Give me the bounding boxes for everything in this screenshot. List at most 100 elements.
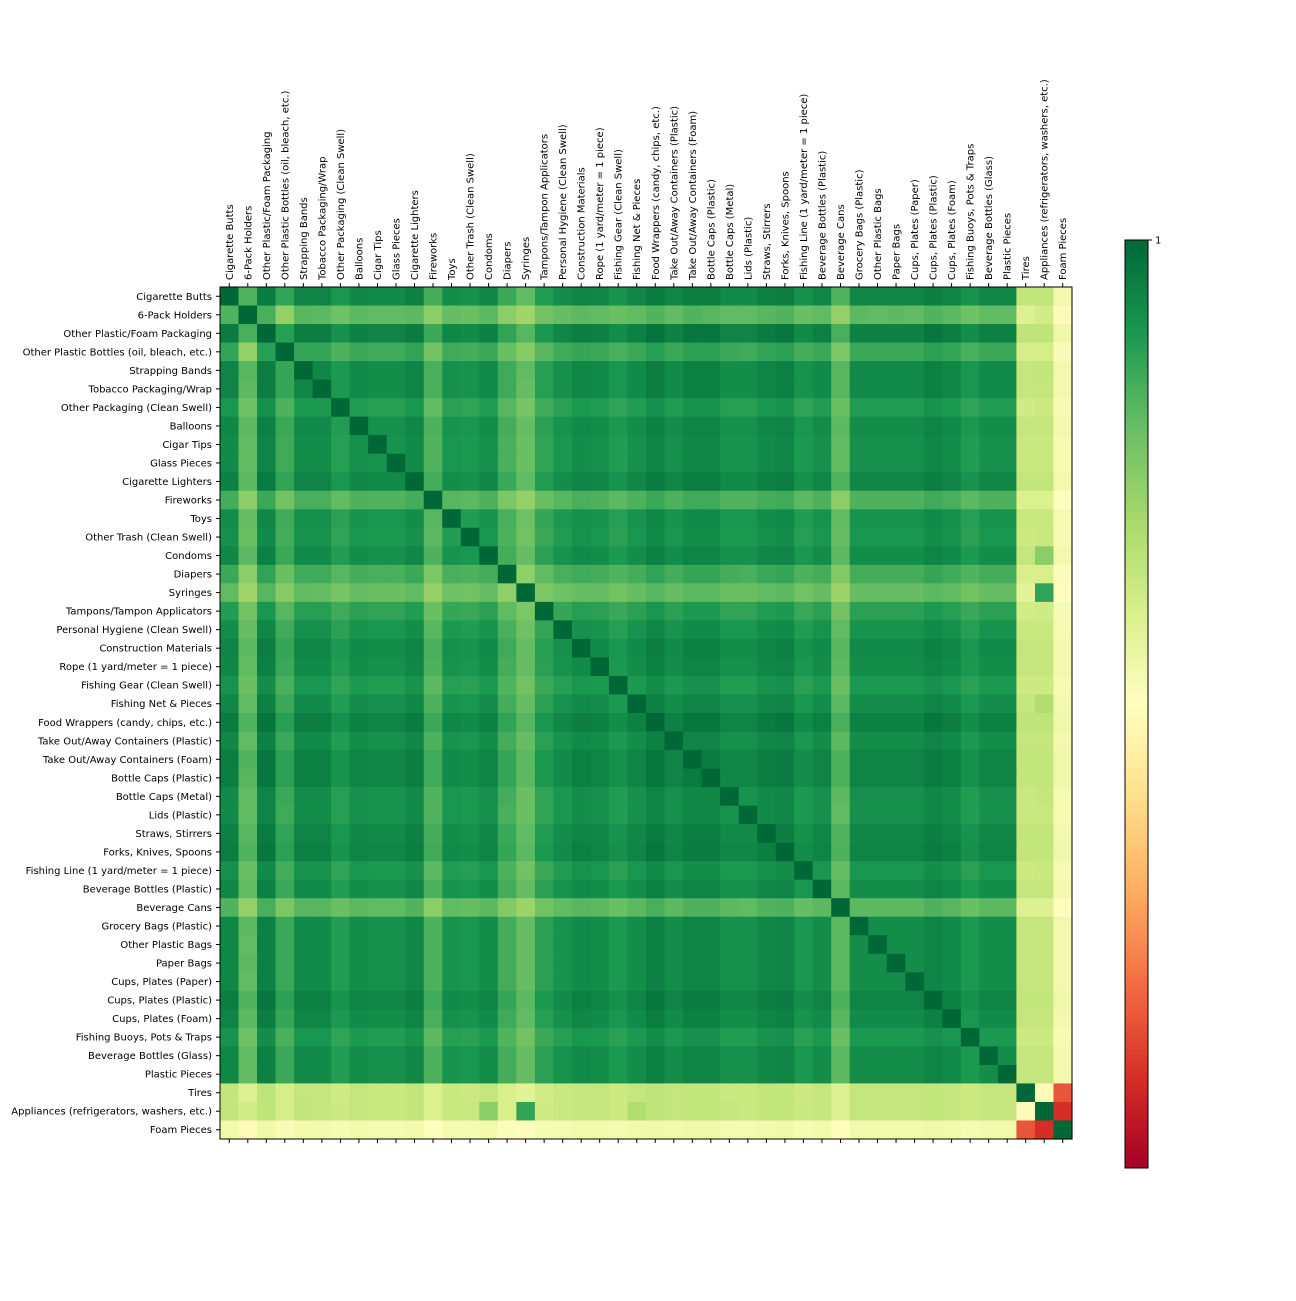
heatmap-cell <box>590 546 610 566</box>
heatmap-cell <box>571 768 592 788</box>
heatmap-cell <box>997 564 1018 584</box>
heatmap-cell <box>331 342 351 362</box>
heatmap-cell <box>886 1064 906 1085</box>
heatmap-cell <box>868 564 888 584</box>
heatmap-cell <box>571 342 592 362</box>
heatmap-cell <box>368 694 388 714</box>
heatmap-cell <box>312 694 332 714</box>
heatmap-cell <box>571 305 592 325</box>
heatmap-cell <box>646 935 666 955</box>
heatmap-cell <box>794 361 814 381</box>
heatmap-cell <box>868 675 888 696</box>
heatmap-cell <box>997 953 1018 973</box>
heatmap-cell <box>664 398 684 418</box>
heatmap-cell <box>423 787 443 807</box>
heatmap-cell <box>405 435 425 455</box>
column-label: Balloons <box>354 238 365 280</box>
heatmap-cell <box>738 583 758 603</box>
heatmap-cell <box>757 453 777 473</box>
heatmap-cell <box>312 1120 332 1140</box>
heatmap-cell <box>775 416 795 436</box>
heatmap-cell <box>349 324 369 344</box>
heatmap-cell <box>590 750 610 770</box>
heatmap-cell <box>238 527 258 547</box>
heatmap-cell <box>646 787 666 807</box>
heatmap-cell <box>683 990 703 1010</box>
heatmap-cell <box>794 435 814 455</box>
heatmap-cell <box>368 787 388 807</box>
heatmap-cell <box>775 842 795 862</box>
heatmap-cell <box>757 490 777 510</box>
heatmap-cell <box>812 675 832 696</box>
heatmap-cell <box>923 583 943 603</box>
heatmap-cell <box>294 990 314 1010</box>
heatmap-cell <box>257 750 277 770</box>
heatmap-cell <box>257 398 277 418</box>
heatmap-cell <box>331 953 351 973</box>
heatmap-cell <box>516 787 536 807</box>
heatmap-cell <box>553 287 573 307</box>
heatmap-cell <box>757 824 777 844</box>
heatmap-cell <box>775 1046 795 1066</box>
heatmap-cell <box>405 490 425 510</box>
heatmap-cell <box>794 787 814 807</box>
heatmap-cell <box>553 490 573 510</box>
heatmap-cell <box>516 990 536 1010</box>
heatmap-cell <box>386 287 406 307</box>
heatmap-cell <box>571 713 592 733</box>
heatmap-cell <box>220 490 240 510</box>
heatmap-cell <box>312 805 332 825</box>
heatmap-cell <box>997 361 1018 381</box>
heatmap-cell <box>423 861 443 881</box>
heatmap-cell <box>553 750 573 770</box>
heatmap-cell <box>757 472 777 492</box>
heatmap-cell <box>553 1083 573 1103</box>
heatmap-cell <box>1034 453 1055 473</box>
heatmap-cell <box>942 879 962 899</box>
heatmap-cell <box>831 879 851 899</box>
heatmap-cell <box>553 361 573 381</box>
heatmap-cell <box>886 1120 906 1140</box>
heatmap-cell <box>534 787 554 807</box>
heatmap-cell <box>960 861 980 881</box>
heatmap-cell <box>849 879 869 899</box>
heatmap-cell <box>738 1083 758 1103</box>
heatmap-cell <box>683 305 703 325</box>
heatmap-cell <box>534 324 554 344</box>
heatmap-cell <box>979 1046 999 1066</box>
heatmap-cell <box>775 620 795 640</box>
heatmap-cell <box>683 601 703 621</box>
heatmap-cell <box>331 805 351 825</box>
heatmap-cell <box>905 935 925 955</box>
heatmap-cell <box>534 361 554 381</box>
heatmap-cell <box>979 1083 999 1103</box>
heatmap-cell <box>831 416 851 436</box>
heatmap-cell <box>257 713 277 733</box>
heatmap-cell <box>886 638 906 659</box>
heatmap-cell <box>275 398 295 418</box>
heatmap-cell <box>220 657 240 677</box>
heatmap-cell <box>608 990 629 1010</box>
heatmap-cell <box>979 546 999 566</box>
heatmap-cell <box>553 638 573 659</box>
heatmap-cell <box>942 546 962 566</box>
heatmap-cell <box>275 546 295 566</box>
heatmap-cell <box>220 287 240 307</box>
heatmap-cell <box>331 379 351 399</box>
heatmap-cell <box>757 861 777 881</box>
heatmap-cell <box>738 398 758 418</box>
heatmap-cell <box>312 861 332 881</box>
heatmap-cell <box>460 490 480 510</box>
column-label: Other Trash (Clean Swell) <box>466 153 477 280</box>
heatmap-cell <box>738 657 758 677</box>
heatmap-cell <box>905 564 925 584</box>
heatmap-cell <box>720 768 740 788</box>
heatmap-cell <box>831 287 851 307</box>
heatmap-cell <box>294 750 314 770</box>
heatmap-cell <box>423 398 443 418</box>
heatmap-cell <box>720 490 740 510</box>
heatmap-cell <box>349 861 369 881</box>
heatmap-cell <box>720 787 740 807</box>
heatmap-cell <box>979 1120 999 1140</box>
